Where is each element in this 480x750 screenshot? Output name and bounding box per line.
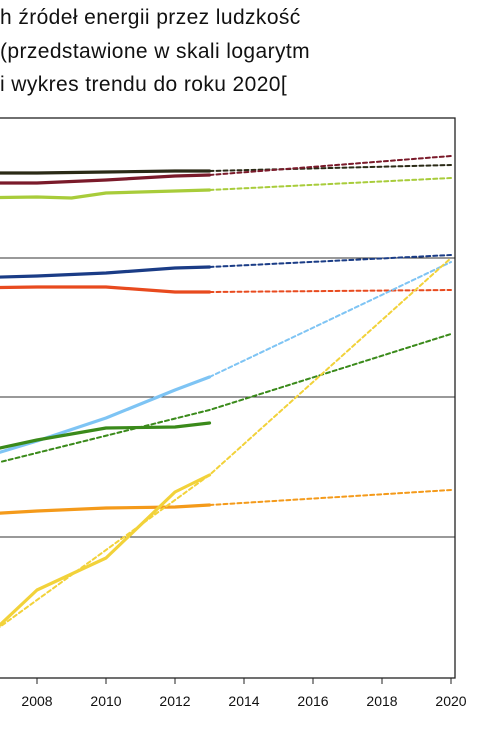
series-line-4-trend — [208, 155, 452, 176]
plot-frame — [0, 117, 456, 679]
series-line-13 — [0, 421, 212, 450]
series-group — [0, 155, 452, 629]
series-line-16-trend — [208, 489, 452, 506]
chart-title-line-3: i wykres trendu do roku 2020[ — [0, 73, 288, 96]
x-tick-label-2010: 2010 — [90, 693, 121, 709]
series-line-14-trend — [0, 333, 452, 464]
x-tick-label-2014: 2014 — [228, 693, 259, 709]
chart-title-line-2: (przedstawione w skali logarytm — [0, 40, 311, 63]
x-axis: 2008 2010 2012 2014 2016 2018 2020 — [21, 678, 467, 709]
series-line-10-trend — [208, 289, 452, 293]
series-line-5 — [0, 188, 212, 200]
x-tick-label-2016: 2016 — [297, 693, 328, 709]
grid-lines — [0, 257, 455, 538]
series-line-15 — [0, 503, 212, 515]
series-line-6-trend — [208, 177, 452, 191]
series-line-8-trend — [208, 254, 452, 268]
series-line-1 — [0, 169, 212, 175]
chart-title-line-1: h źródeł energii przez ludzkość — [0, 6, 301, 29]
series-line-17 — [0, 473, 212, 628]
series-line-18-trend — [0, 257, 452, 629]
series-line-9 — [0, 285, 212, 294]
series-line-12-trend — [208, 261, 452, 378]
series-line-11 — [0, 375, 212, 454]
x-tick-label-2018: 2018 — [366, 693, 397, 709]
x-tick-label-2020: 2020 — [435, 693, 466, 709]
series-line-7 — [0, 265, 212, 279]
x-tick-label-2012: 2012 — [159, 693, 190, 709]
series-line-3 — [0, 173, 212, 185]
x-tick-label-2008: 2008 — [21, 693, 52, 709]
series-line-2-trend — [208, 164, 452, 172]
